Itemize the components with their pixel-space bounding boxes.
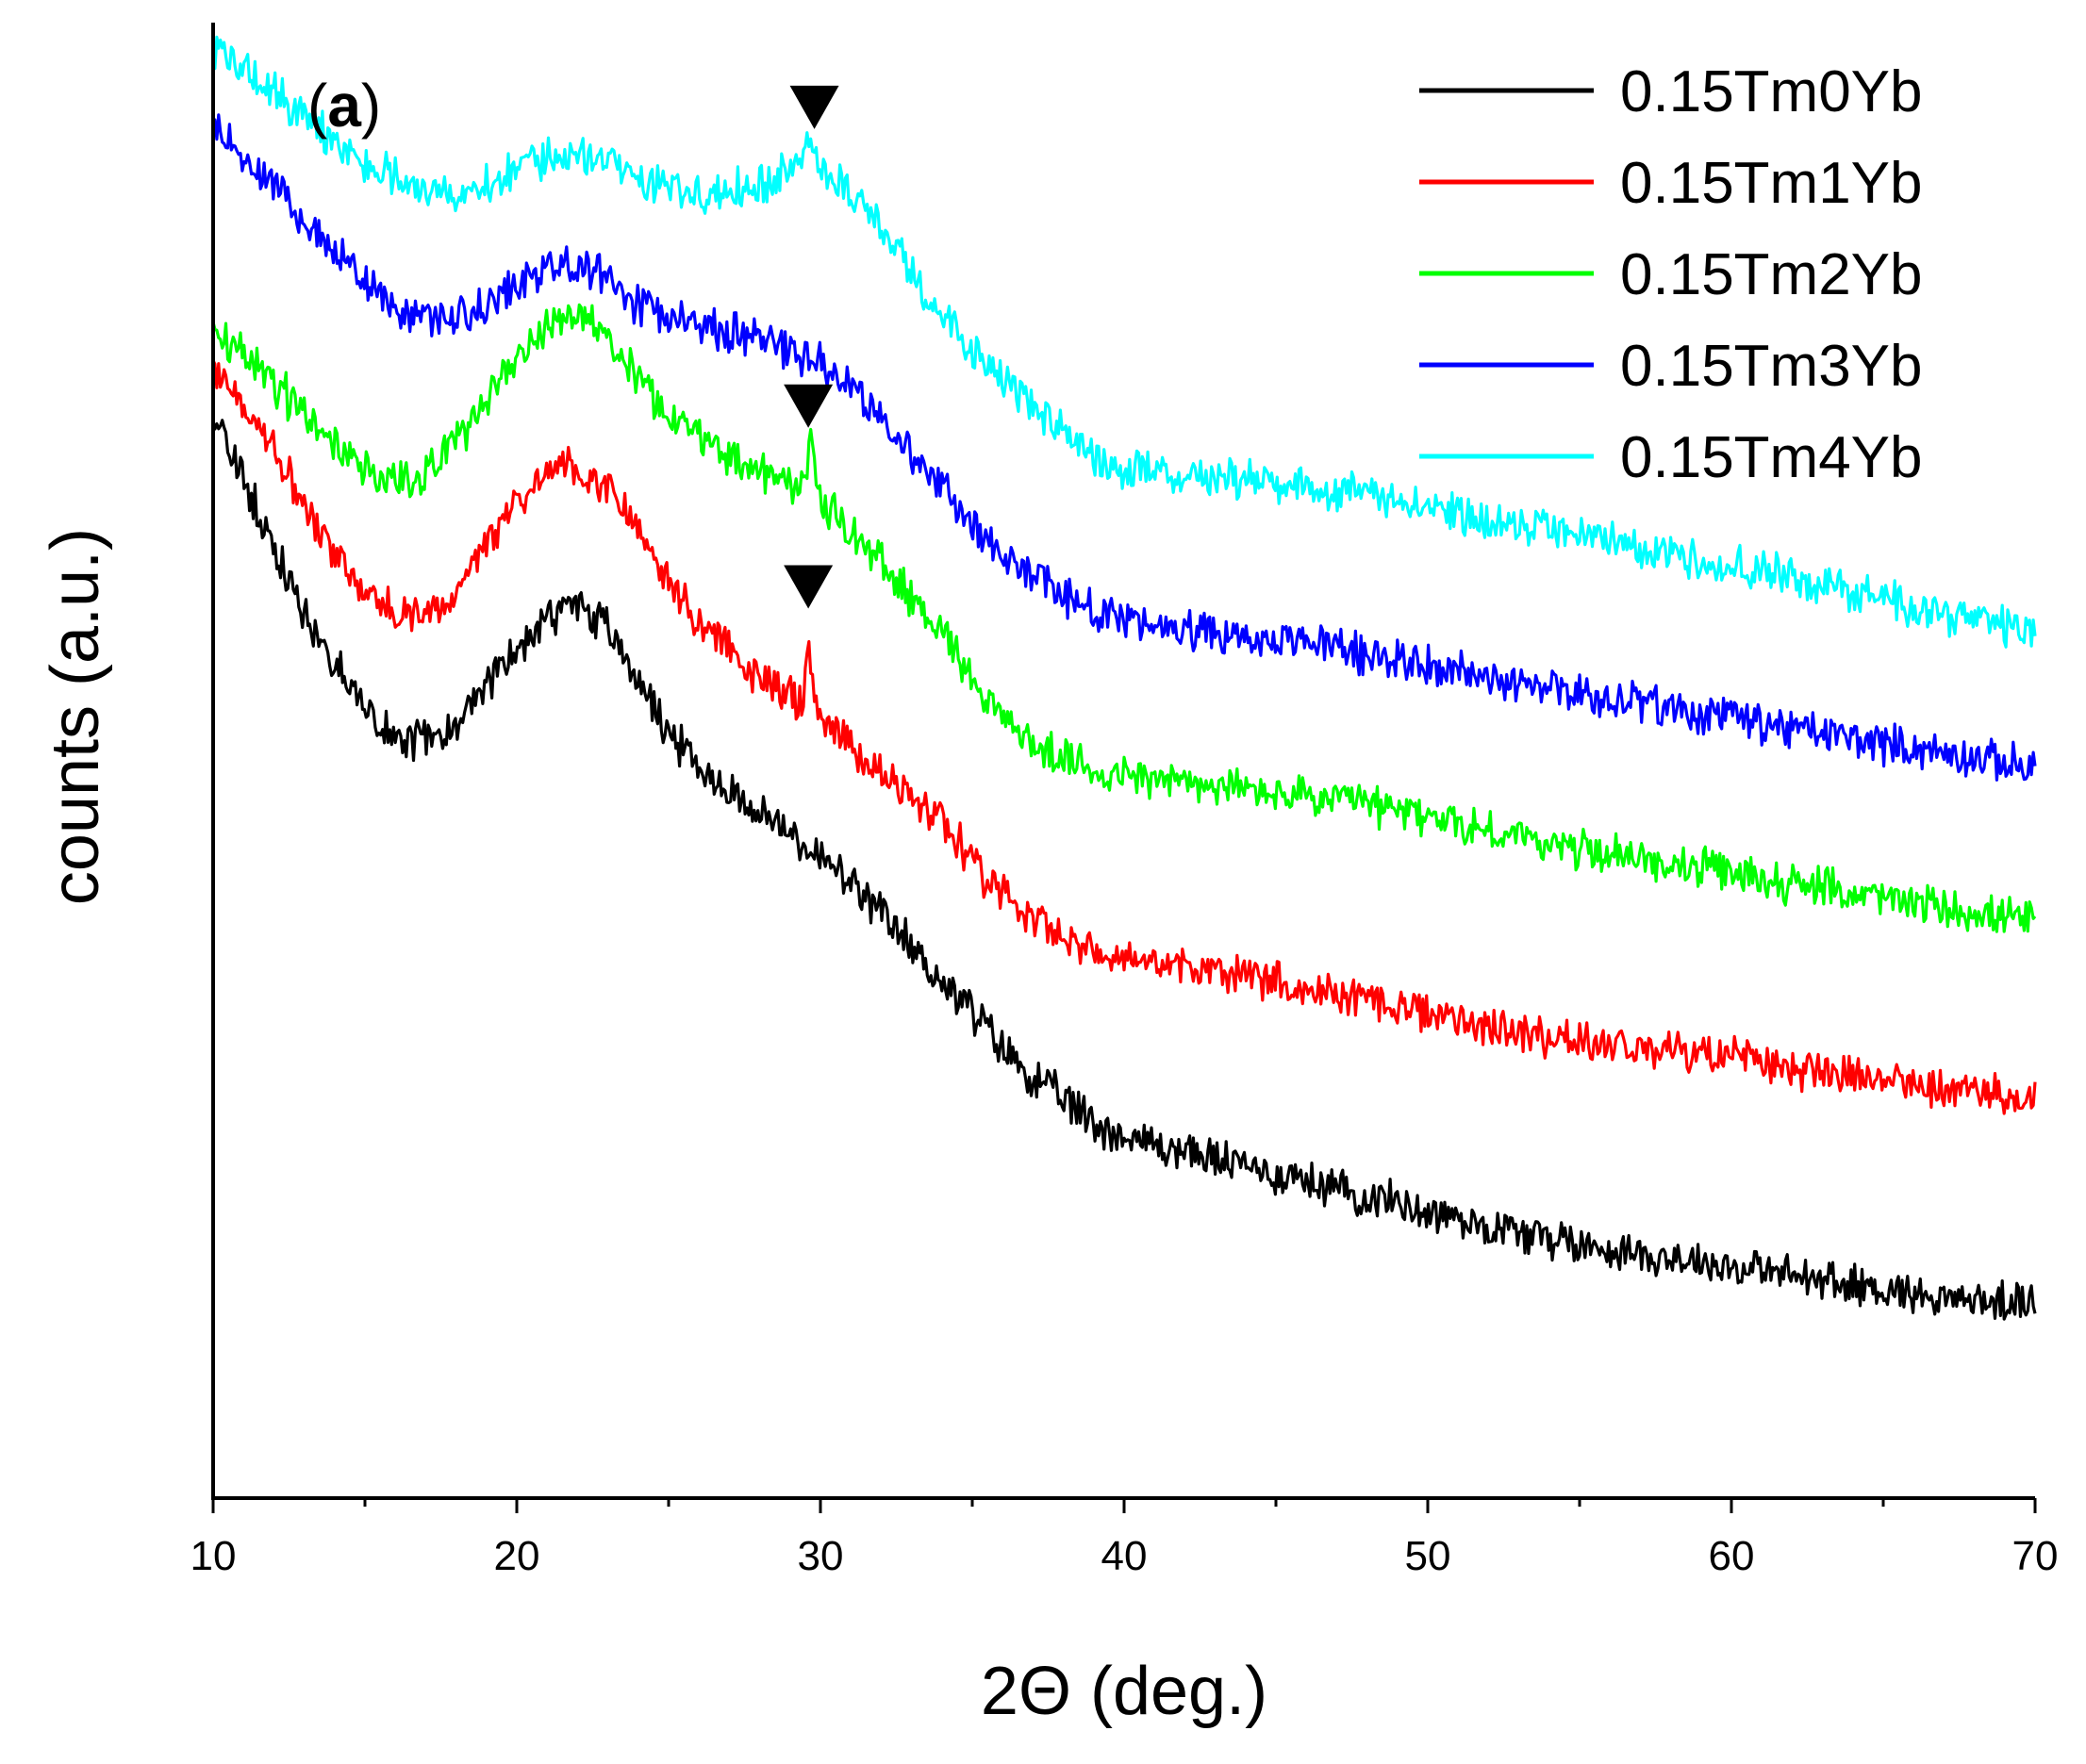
y-axis-title: counts (a.u.)	[38, 528, 113, 905]
legend-label: 0.15Tm4Yb	[1620, 425, 1923, 490]
legend: 0.15Tm0Yb 0.15Tm1Yb 0.15Tm2Yb 0.15Tm3Yb 0.15…	[1419, 59, 1923, 490]
peak-marker-layer	[784, 85, 839, 609]
x-tick-label: 40	[1101, 1533, 1148, 1579]
peak-marker-0.15Tm4Yb	[789, 85, 839, 129]
peak-marker-0.15Tm1Yb	[784, 565, 834, 609]
legend-label: 0.15Tm3Yb	[1620, 334, 1923, 399]
series-line-0.15Tm3Yb	[211, 113, 2037, 782]
x-tick-label: 30	[798, 1533, 844, 1579]
panel-label: (a)	[307, 72, 381, 140]
x-axis-title: 2Θ (deg.)	[981, 1654, 1267, 1729]
x-axis: 10 20 30 40 50 60 70	[190, 1498, 2059, 1579]
legend-label: 0.15Tm0Yb	[1620, 59, 1923, 124]
series-line-0.15Tm2Yb	[211, 303, 2037, 933]
x-tick-label: 50	[1405, 1533, 1451, 1579]
x-tick-label: 20	[494, 1533, 540, 1579]
x-tick-label: 60	[1709, 1533, 1755, 1579]
series-line-0.15Tm4Yb	[211, 35, 2037, 649]
legend-label: 0.15Tm2Yb	[1620, 242, 1923, 307]
series-layer	[211, 35, 2037, 1321]
series-line-0.15Tm0Yb	[211, 419, 2037, 1321]
x-tick-label: 10	[190, 1533, 237, 1579]
x-tick-label: 70	[2012, 1533, 2059, 1579]
peak-marker-0.15Tm2Yb	[784, 384, 834, 428]
legend-label: 0.15Tm1Yb	[1620, 151, 1923, 216]
series-line-0.15Tm1Yb	[211, 359, 2037, 1115]
